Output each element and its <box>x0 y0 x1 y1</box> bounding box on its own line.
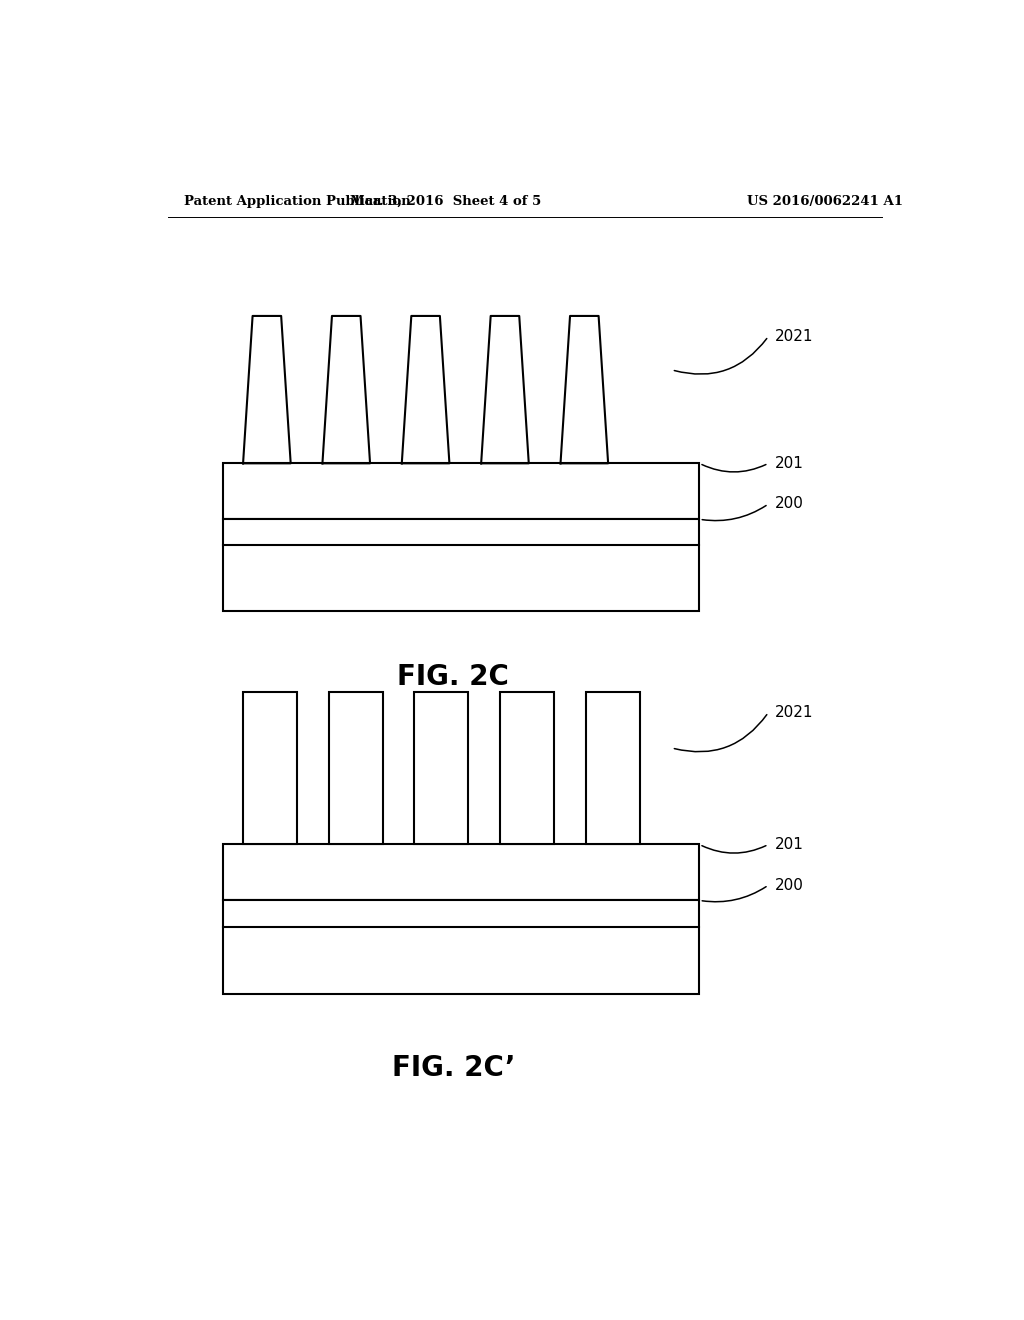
Text: FIG. 2C’: FIG. 2C’ <box>391 1055 515 1082</box>
Bar <box>223 845 699 900</box>
Text: 200: 200 <box>775 878 804 892</box>
Text: 2021: 2021 <box>775 705 813 719</box>
Bar <box>329 692 383 845</box>
Bar <box>223 900 699 994</box>
Bar <box>500 692 554 845</box>
Text: 201: 201 <box>775 455 804 471</box>
Bar <box>415 692 468 845</box>
Text: 200: 200 <box>775 496 804 511</box>
Bar <box>243 692 297 845</box>
Text: FIG. 2C: FIG. 2C <box>397 663 509 690</box>
Text: 2021: 2021 <box>775 329 813 343</box>
Text: 201: 201 <box>775 837 804 851</box>
Bar <box>223 519 699 611</box>
Text: Mar. 3, 2016  Sheet 4 of 5: Mar. 3, 2016 Sheet 4 of 5 <box>350 194 541 207</box>
Bar <box>223 463 699 519</box>
Text: US 2016/0062241 A1: US 2016/0062241 A1 <box>748 194 903 207</box>
Bar <box>586 692 640 845</box>
Text: Patent Application Publication: Patent Application Publication <box>183 194 411 207</box>
